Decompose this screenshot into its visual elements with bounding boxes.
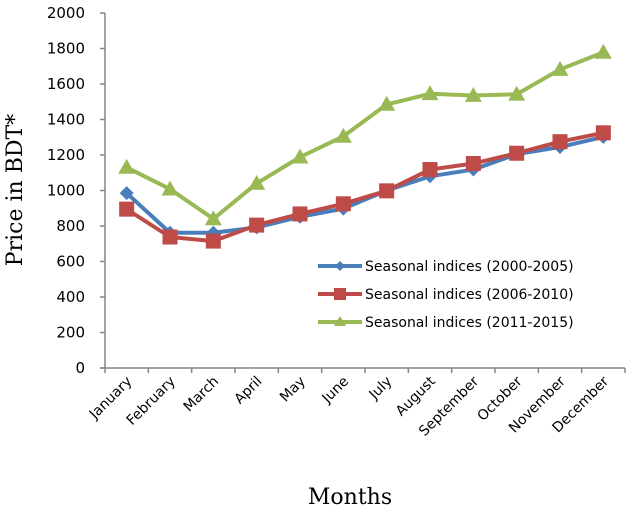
data-point-triangle: [291, 148, 309, 164]
legend-marker-triangle-icon: [334, 316, 346, 326]
legend-item-3: Seasonal indices (2011-2015): [318, 315, 574, 331]
series-markers-3: [118, 43, 612, 226]
x-tick-label: June: [319, 374, 353, 408]
data-point-triangle: [508, 85, 526, 101]
legend-label: Seasonal indices (2006-2010): [365, 287, 574, 303]
data-point-square: [119, 201, 135, 217]
data-point-square: [509, 145, 525, 161]
data-point-triangle: [594, 43, 612, 59]
data-point-triangle: [118, 158, 136, 174]
legend-item-2: Seasonal indices (2006-2010): [318, 287, 574, 303]
x-axis-title: Months: [308, 485, 392, 510]
series-lines: [125, 50, 605, 244]
data-point-square: [552, 134, 568, 150]
data-point-square: [205, 233, 221, 249]
y-tick-label: 1600: [47, 75, 85, 93]
y-tick-label: 600: [56, 253, 85, 271]
data-point-square: [465, 156, 481, 172]
data-point-diamond: [119, 186, 134, 201]
series-line-1: [125, 134, 604, 235]
y-tick-label: 1000: [47, 182, 85, 200]
y-tick-label: 1800: [47, 40, 85, 58]
y-tick-label: 0: [75, 359, 85, 377]
legend-item-1: Seasonal indices (2000-2005): [318, 259, 574, 275]
data-point-triangle: [204, 210, 222, 226]
data-point-square: [422, 162, 438, 178]
legend-marker-diamond-icon: [335, 261, 345, 271]
series-markers-2: [119, 125, 611, 249]
data-point-triangle: [334, 127, 352, 143]
x-tick-label: March: [181, 374, 222, 415]
data-point-triangle: [551, 60, 569, 76]
series-line-3: [125, 50, 605, 221]
y-tick-label: 1400: [47, 111, 85, 129]
x-tick-label: April: [232, 374, 266, 408]
data-point-triangle: [161, 180, 179, 196]
y-tick-label: 1200: [47, 146, 85, 164]
data-point-square: [249, 217, 265, 233]
y-tick-label: 200: [56, 324, 85, 342]
legend-marker-square-icon: [334, 288, 346, 300]
data-point-square: [162, 229, 178, 245]
data-point-square: [335, 196, 351, 212]
legend-label: Seasonal indices (2000-2005): [365, 259, 574, 275]
data-point-triangle: [421, 85, 439, 101]
y-tick-label: 2000: [47, 4, 85, 22]
data-point-triangle: [464, 87, 482, 102]
y-axis-title: Price in BDT*: [3, 114, 28, 266]
data-point-square: [292, 206, 308, 222]
data-point-triangle: [248, 174, 266, 190]
data-point-triangle: [378, 95, 396, 111]
x-tick-label: July: [366, 374, 396, 404]
y-tick-label: 800: [56, 217, 85, 235]
legend: Seasonal indices (2000-2005) Seasonal ind…: [318, 259, 574, 331]
series-line-2: [125, 130, 604, 244]
y-tick-label: 400: [56, 288, 85, 306]
data-point-square: [379, 183, 395, 199]
y-ticks: 0 200 400 600 800 1000 1200 1400 1600 1800 2000: [47, 4, 105, 377]
x-tick-label: May: [277, 374, 309, 406]
legend-label: Seasonal indices (2011-2015): [365, 315, 574, 331]
series-markers: [118, 43, 612, 249]
data-point-square: [595, 125, 611, 141]
